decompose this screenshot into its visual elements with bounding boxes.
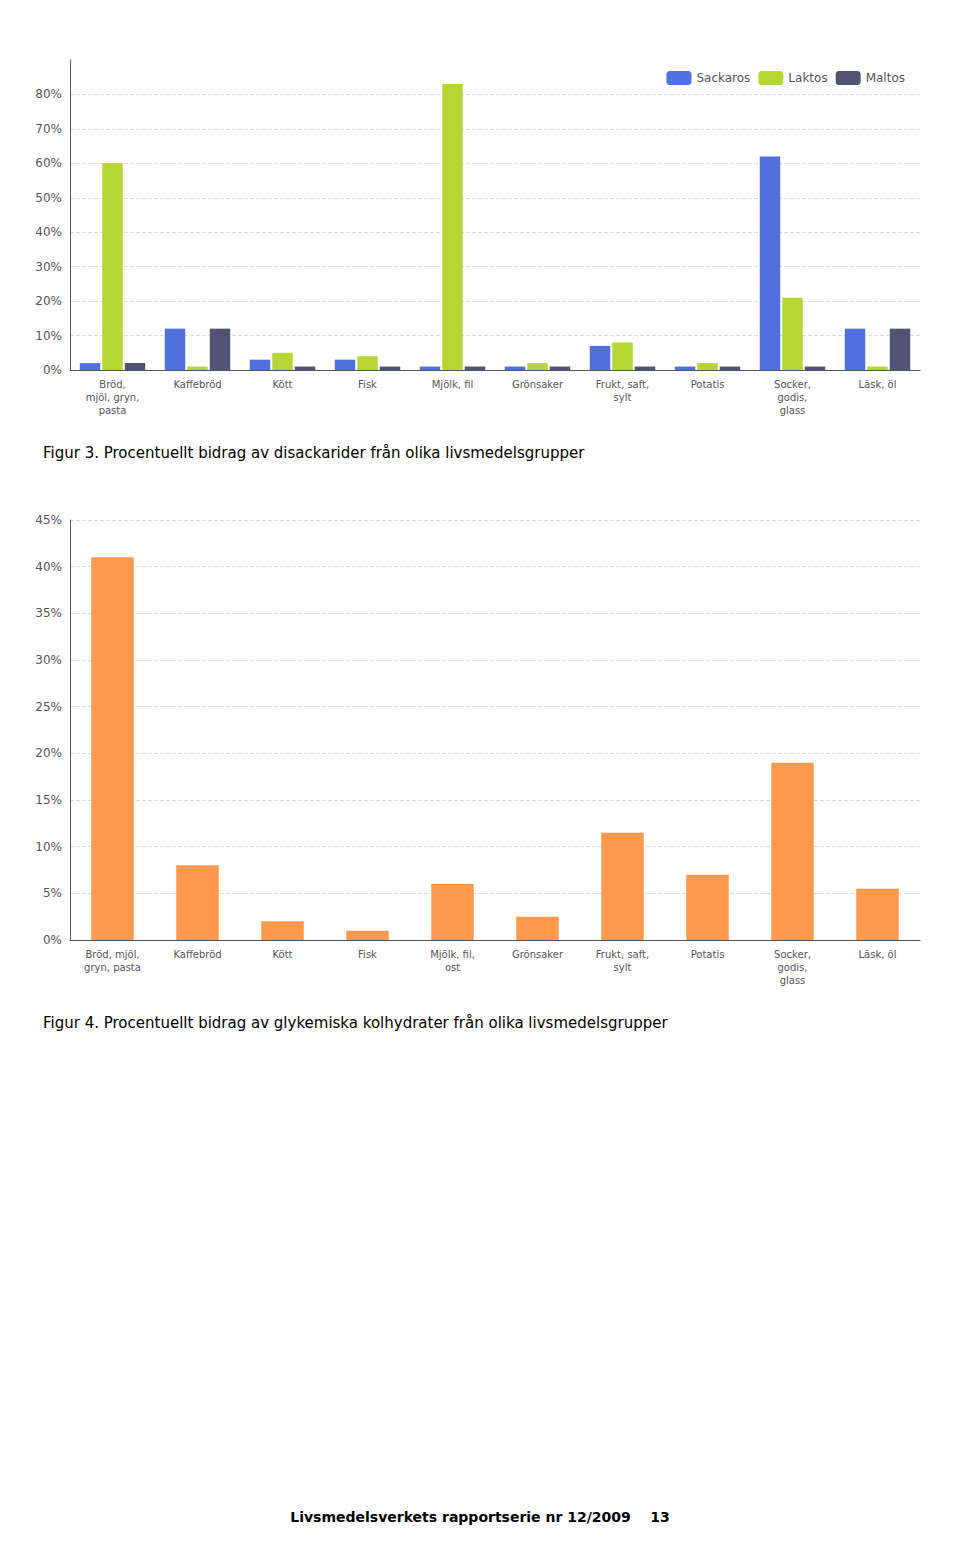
svg-text:10%: 10%	[35, 840, 62, 854]
svg-text:Frukt, saft,: Frukt, saft,	[596, 379, 649, 390]
svg-text:0%: 0%	[43, 363, 62, 377]
svg-text:sylt: sylt	[614, 962, 632, 973]
svg-text:Läsk, öl: Läsk, öl	[859, 379, 897, 390]
svg-text:35%: 35%	[35, 606, 62, 620]
svg-text:Grönsaker: Grönsaker	[512, 379, 564, 390]
svg-text:20%: 20%	[35, 294, 62, 308]
svg-text:Laktos: Laktos	[788, 71, 827, 85]
svg-text:5%: 5%	[43, 886, 62, 900]
svg-text:sylt: sylt	[614, 392, 632, 403]
svg-text:pasta: pasta	[99, 405, 127, 416]
svg-text:Fisk: Fisk	[358, 379, 377, 390]
svg-text:godis,: godis,	[778, 392, 808, 403]
svg-text:mjöl, gryn,: mjöl, gryn,	[86, 392, 140, 403]
svg-text:20%: 20%	[35, 746, 62, 760]
svg-text:70%: 70%	[35, 122, 62, 136]
svg-text:Socker,: Socker,	[774, 949, 811, 960]
svg-text:45%: 45%	[35, 513, 62, 527]
svg-text:gryn, pasta: gryn, pasta	[84, 962, 141, 973]
svg-text:ost: ost	[445, 962, 460, 973]
svg-text:40%: 40%	[35, 225, 62, 239]
svg-text:Mjölk, fil: Mjölk, fil	[432, 379, 474, 390]
svg-text:25%: 25%	[35, 700, 62, 714]
svg-text:Bröd,: Bröd,	[99, 379, 125, 390]
svg-text:15%: 15%	[35, 793, 62, 807]
svg-text:Figur 4. Procentuellt bidrag a: Figur 4. Procentuellt bidrag av glykemis…	[43, 1014, 668, 1032]
svg-text:30%: 30%	[35, 260, 62, 274]
svg-text:50%: 50%	[35, 191, 62, 205]
svg-text:Potatis: Potatis	[691, 379, 725, 390]
svg-text:Bröd, mjöl,: Bröd, mjöl,	[85, 949, 139, 960]
svg-text:Livsmedelsverkets rapportserie: Livsmedelsverkets rapportserie nr 12/200…	[290, 1509, 670, 1525]
svg-text:godis,: godis,	[778, 962, 808, 973]
svg-text:Frukt, saft,: Frukt, saft,	[596, 949, 649, 960]
svg-text:Fisk: Fisk	[358, 949, 377, 960]
svg-text:Maltos: Maltos	[866, 71, 905, 85]
svg-text:Kött: Kött	[272, 949, 292, 960]
svg-text:80%: 80%	[35, 87, 62, 101]
svg-text:Läsk, öl: Läsk, öl	[859, 949, 897, 960]
svg-text:Kött: Kött	[272, 379, 292, 390]
svg-text:Socker,: Socker,	[774, 379, 811, 390]
svg-text:Grönsaker: Grönsaker	[512, 949, 564, 960]
svg-text:40%: 40%	[35, 560, 62, 574]
svg-text:0%: 0%	[43, 933, 62, 947]
svg-text:glass: glass	[780, 975, 806, 986]
svg-text:Kaffebröd: Kaffebröd	[173, 379, 221, 390]
svg-text:30%: 30%	[35, 653, 62, 667]
svg-text:Mjölk, fil,: Mjölk, fil,	[430, 949, 475, 960]
svg-text:glass: glass	[780, 405, 806, 416]
svg-text:Sackaros: Sackaros	[696, 71, 750, 85]
svg-text:Figur 3. Procentuellt bidrag a: Figur 3. Procentuellt bidrag av disackar…	[43, 444, 585, 462]
svg-text:Potatis: Potatis	[691, 949, 725, 960]
svg-text:10%: 10%	[35, 329, 62, 343]
svg-text:Kaffebröd: Kaffebröd	[173, 949, 221, 960]
svg-text:60%: 60%	[35, 156, 62, 170]
